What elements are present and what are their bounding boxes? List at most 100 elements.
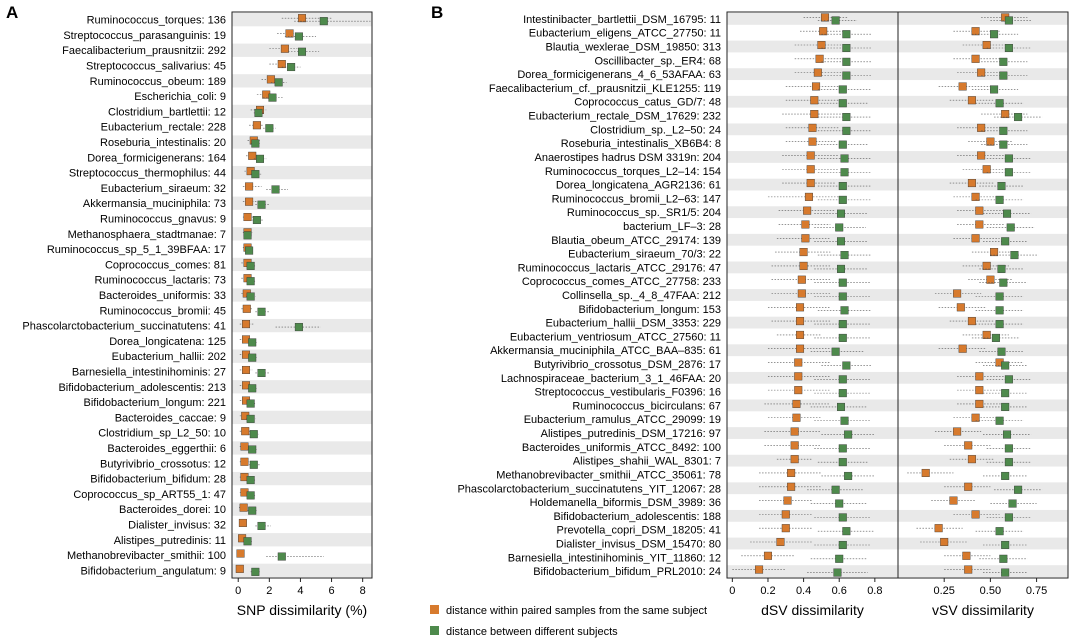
panel-a-category-label: Methanosphaera_stadtmanae: 7 bbox=[68, 229, 226, 241]
panel-b-dsv-axis-title: dSV dissimilarity bbox=[761, 602, 864, 618]
panel-b-dsv-category-label: Coprococcus_catus_GD/7: 48 bbox=[574, 97, 721, 109]
panel-b-dsv-category-label: Alistipes_shahii_WAL_8301: 7 bbox=[573, 456, 721, 468]
panel-a-tick-label: 6 bbox=[328, 585, 334, 597]
panel-b-vsv-point-within bbox=[956, 303, 965, 312]
panel-b-dsv-tick-label: 0.6 bbox=[832, 585, 847, 597]
panel-b-vsv-point-between bbox=[997, 182, 1006, 191]
panel-b-dsv-point-between bbox=[838, 320, 847, 329]
panel-b-dsv-category-label: Barnesiella_intestinihominis_YIT_11860: … bbox=[508, 552, 721, 564]
panel-b-vsv-point-within bbox=[977, 68, 986, 77]
panel-a-category-label: Ruminococcus_lactaris: 73 bbox=[95, 275, 226, 287]
panel-b-dsv-point-within bbox=[799, 261, 808, 270]
panel-b-dsv-point-between bbox=[835, 499, 844, 508]
panel-a-point-within bbox=[241, 365, 250, 374]
panel-b-vsv-row-stripe bbox=[898, 233, 1068, 246]
panel-b-vsv-tick-label: 0.75 bbox=[1026, 585, 1047, 597]
panel-a-category-label: Bifidobacterium_angulatum: 9 bbox=[80, 565, 226, 577]
panel-b-dsv-point-within bbox=[810, 110, 819, 119]
panel-b-dsv-category-label: Dialister_invisus_DSM_15470: 80 bbox=[556, 538, 721, 550]
panel-a-category-label: Barnesiella_intestinihominis: 27 bbox=[72, 366, 226, 378]
panel-a-category-label: Eubacterium_hallii: 202 bbox=[112, 351, 226, 363]
panel-b-vsv-point-between bbox=[995, 416, 1004, 425]
panel-b-vsv-point-between bbox=[1004, 44, 1013, 53]
panel-b-vsv-point-between bbox=[999, 140, 1008, 149]
panel-b-vsv-point-between bbox=[1001, 568, 1010, 577]
panel-b-vsv-point-between bbox=[997, 264, 1006, 273]
panel-a-point-between bbox=[257, 307, 266, 316]
panel-label-b: B bbox=[431, 3, 443, 22]
panel-b-dsv-row-stripe bbox=[727, 427, 898, 439]
panel-a-point-between bbox=[245, 246, 254, 255]
panel-b-vsv-point-within bbox=[975, 399, 984, 408]
panel-b-dsv-point-between bbox=[831, 485, 840, 494]
panel-b-dsv-row-stripe bbox=[727, 399, 898, 412]
panel-b-dsv-category-label: Dorea_formicigenerans_4_6_53AFAA: 63 bbox=[517, 69, 721, 81]
panel-b-vsv-point-between bbox=[995, 320, 1004, 329]
panel-b-vsv-point-between bbox=[1001, 540, 1010, 549]
panel-b-dsv-point-between bbox=[840, 154, 849, 163]
panel-b-vsv-point-between bbox=[1001, 402, 1010, 411]
panel-a-tick-label: 4 bbox=[297, 585, 303, 597]
panel-a-point-within bbox=[235, 564, 244, 573]
panel-a-row-stripe bbox=[232, 441, 372, 455]
panel-a-category-label: Ruminococcus_obeum: 189 bbox=[90, 76, 226, 88]
panel-a-point-within bbox=[241, 427, 250, 436]
panel-b-vsv-row-stripe bbox=[898, 316, 1068, 329]
panel-b-vsv-point-between bbox=[1003, 430, 1012, 439]
panel-b-vsv-point-within bbox=[975, 386, 984, 395]
panel-b-dsv-category-label: Akkermansia_muciniphila_ATCC_BAA–835: 61 bbox=[490, 345, 721, 357]
panel-label-a: A bbox=[6, 3, 18, 22]
panel-a-category-label: Clostridium_sp_L2_50: 10 bbox=[98, 428, 226, 440]
panel-b-vsv-point-between bbox=[1003, 209, 1012, 218]
panel-b-dsv-point-within bbox=[790, 427, 799, 436]
panel-a-category-label: Eubacterium_rectale: 228 bbox=[101, 122, 226, 134]
panel-b-dsv-point-within bbox=[797, 275, 806, 284]
panel-b-vsv-point-between bbox=[1004, 16, 1013, 25]
panel-a-point-between bbox=[265, 124, 274, 133]
panel-b-dsv-point-between bbox=[837, 237, 846, 246]
panel-a-point-within bbox=[266, 75, 275, 84]
panel-b-dsv-point-within bbox=[808, 137, 817, 146]
panel-b-dsv-point-between bbox=[840, 306, 849, 315]
panel-b-vsv-frame bbox=[897, 11, 1069, 579]
panel-b-dsv-row-stripe bbox=[727, 40, 898, 53]
panel-b-vsv-point-within bbox=[977, 123, 986, 132]
panel-a-point-between bbox=[274, 78, 283, 87]
panel-b-dsv-point-within bbox=[796, 303, 805, 312]
panel-a-point-between bbox=[248, 445, 257, 454]
panel-b-vsv-row-stripe bbox=[898, 565, 1068, 577]
panel-b-dsv-category-label: Streptococcus_vestibularis_F0396: 16 bbox=[535, 387, 722, 399]
panel-b-vsv-tick-label: 0.50 bbox=[980, 585, 1001, 597]
panel-a-category-label: Alistipes_putredinis: 11 bbox=[114, 535, 226, 547]
panel-a-category-label: Roseburia_intestinalis: 20 bbox=[100, 137, 226, 149]
panel-b-dsv-row-stripe bbox=[727, 454, 898, 467]
panel-b-dsv-point-within bbox=[812, 82, 821, 91]
panel-b-vsv-row-stripe bbox=[898, 482, 1068, 495]
panel-a-category-label: Dialister_invisus: 32 bbox=[128, 519, 226, 531]
panel-a-point-between bbox=[268, 93, 277, 102]
panel-a-category-label: Bifidobacterium_longum: 221 bbox=[84, 397, 226, 409]
panel-b-dsv-tick-label: 0 bbox=[729, 585, 735, 597]
panel-a-point-between bbox=[249, 460, 258, 469]
panel-b-dsv-point-within bbox=[781, 524, 790, 533]
panel-b-dsv-point-between bbox=[833, 568, 842, 577]
panel-b-dsv-point-between bbox=[842, 113, 851, 122]
panel-b-dsv-point-between bbox=[842, 57, 851, 66]
panel-b-dsv-category-label: Ruminococcus_bromii_L2–63: 147 bbox=[552, 193, 721, 205]
panel-b-vsv-row-stripe bbox=[898, 289, 1068, 301]
panel-b-dsv-point-between bbox=[831, 347, 840, 356]
panel-a-point-between bbox=[246, 277, 255, 286]
panel-a-tick-label: 8 bbox=[360, 585, 366, 597]
panel-a-plot: Ruminococcus_torques: 136 Streptococcus_p… bbox=[22, 11, 373, 618]
panel-a-point-between bbox=[319, 17, 328, 26]
panel-b-dsv-point-between bbox=[838, 375, 847, 384]
panel-a-category-label: Bacteroides_dorei: 10 bbox=[119, 504, 226, 516]
panel-b-dsv-category-label: Eubacterium_siraeum_70/3: 22 bbox=[568, 249, 721, 261]
panel-b-dsv-point-between bbox=[842, 71, 851, 80]
panel-a-point-within bbox=[245, 182, 254, 191]
panel-a-point-within bbox=[248, 151, 257, 160]
panel-a-point-between bbox=[251, 139, 260, 148]
panel-b-dsv-point-within bbox=[817, 41, 826, 50]
panel-b-dsv-point-within bbox=[792, 413, 801, 422]
panel-b-dsv-category-label: Prevotella_copri_DSM_18205: 41 bbox=[557, 525, 722, 537]
